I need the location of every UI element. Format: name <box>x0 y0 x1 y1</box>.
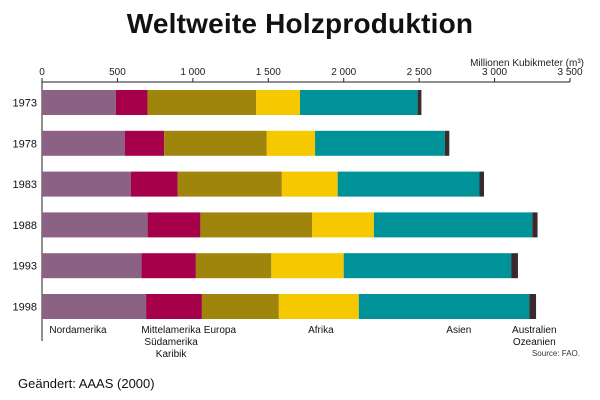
legend-label: Afrika <box>308 325 334 336</box>
bar-segment <box>511 253 518 279</box>
modified-note: Geändert: AAAS (2000) <box>18 376 155 391</box>
legend-label: Ozeanien <box>513 337 556 348</box>
category-label: 1998 <box>13 302 37 314</box>
bar-segment <box>299 90 418 115</box>
bar-segment <box>147 90 257 115</box>
x-tick-label: 2 000 <box>331 67 356 78</box>
bar-segment <box>315 130 445 156</box>
legend-label: Europa <box>204 325 237 336</box>
category-label: 1973 <box>13 98 37 110</box>
x-tick-label: 3 000 <box>482 67 507 78</box>
category-label: 1978 <box>13 138 37 150</box>
category-label: 1983 <box>13 179 37 191</box>
bar-segment <box>312 212 374 238</box>
bar-segment <box>42 294 147 319</box>
source-note: Source: FAO. <box>531 349 580 358</box>
x-tick-label: 1 500 <box>256 67 281 78</box>
legend-label: Nordamerika <box>49 325 107 336</box>
category-label: 1993 <box>13 261 37 273</box>
bar-series <box>42 90 538 319</box>
x-tick-label: 2 500 <box>407 67 432 78</box>
bar-segment <box>124 130 165 156</box>
bar-segment <box>529 294 537 319</box>
bar-segment <box>337 171 480 197</box>
bar-segment <box>343 253 512 279</box>
bar-segment <box>115 90 148 115</box>
chart-title: Weltweite Holzproduktion <box>126 8 474 39</box>
bar-segment <box>373 212 533 238</box>
bar-segment <box>200 212 313 238</box>
bar-segment <box>131 171 178 197</box>
bar-segment <box>141 253 196 279</box>
bar-segment <box>42 130 125 156</box>
bar-segment <box>358 294 530 319</box>
bar-segment <box>281 171 338 197</box>
bar-segment <box>42 212 148 238</box>
bar-segment <box>444 130 450 156</box>
category-label: 1988 <box>13 220 37 232</box>
x-tick-label: 3 500 <box>557 67 582 78</box>
legend-label: Mittelamerika <box>141 325 201 336</box>
legend-label: Karibik <box>156 349 188 360</box>
bar-segment <box>271 253 344 279</box>
bar-segment <box>164 130 267 156</box>
y-category-labels: 1973 1978 1983 1988 1993 1998 <box>13 98 37 314</box>
legend-label: Asien <box>446 325 471 336</box>
bar-segment <box>278 294 359 319</box>
axis-unit-label: Millionen Kubikmeter (m³) <box>470 58 584 69</box>
bar-segment <box>256 90 300 115</box>
legend-label: Australien <box>512 325 556 336</box>
bar-segment <box>266 130 316 156</box>
bar-segment <box>195 253 272 279</box>
bar-segment <box>147 212 201 238</box>
legend-labels: Nordamerika MittelamerikaSüdamerikaKaribi… <box>49 325 556 360</box>
bar-segment <box>177 171 282 197</box>
bar-segment <box>42 90 116 115</box>
x-tick-label: 1 000 <box>180 67 205 78</box>
legend-label: Südamerika <box>144 337 198 348</box>
bar-segment <box>479 171 485 197</box>
x-tick-label: 500 <box>109 67 126 78</box>
x-tick-label: 0 <box>39 67 45 78</box>
bar-segment <box>532 212 538 238</box>
bar-segment <box>146 294 202 319</box>
bar-segment <box>417 90 422 115</box>
bar-segment <box>201 294 279 319</box>
bar-segment <box>42 171 132 197</box>
bar-segment <box>42 253 142 279</box>
